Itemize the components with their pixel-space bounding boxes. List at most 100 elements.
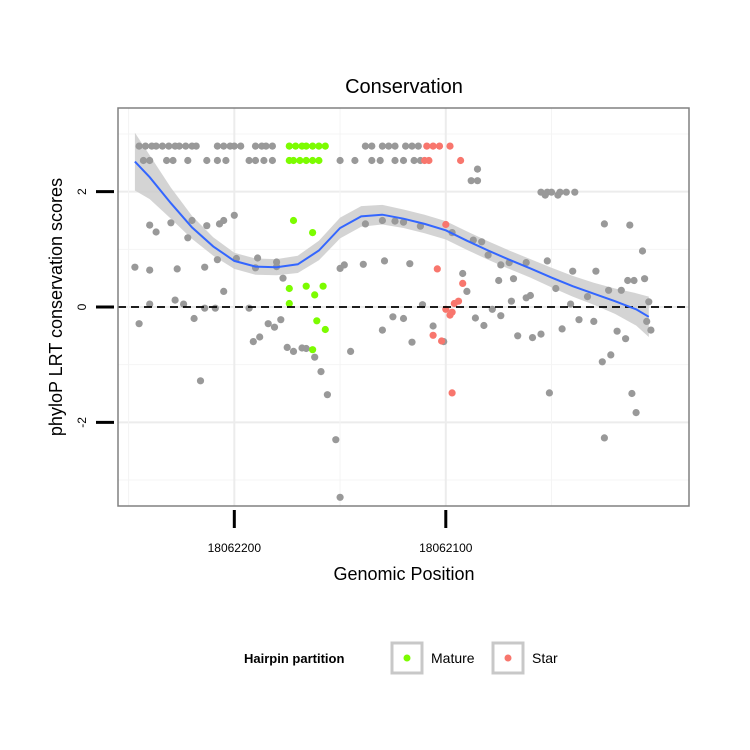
point-other [323, 391, 331, 399]
point-other [311, 353, 319, 361]
legend-title: Hairpin partition [244, 651, 344, 666]
x-tick-label: 18062200 [208, 541, 262, 555]
point-other [624, 276, 632, 285]
point-other [213, 256, 221, 264]
point-mature [292, 142, 300, 150]
point-other [215, 220, 224, 228]
point-other [543, 257, 551, 265]
point-mature [309, 229, 317, 237]
point-other [459, 269, 467, 278]
legend-dot-mature [403, 654, 411, 662]
point-other [336, 156, 344, 165]
point-other [220, 287, 228, 295]
point-other [378, 142, 386, 150]
point-mature [309, 156, 317, 165]
point-other [632, 409, 640, 417]
point-other [131, 263, 139, 271]
point-other [522, 259, 530, 267]
point-other [332, 436, 340, 444]
chart-title: Conservation [345, 76, 463, 98]
point-other [277, 316, 285, 324]
point-other [201, 304, 209, 312]
point-other [283, 343, 291, 351]
point-other [201, 263, 209, 271]
point-other [359, 260, 367, 268]
legend-dot-star [504, 654, 512, 662]
point-other [173, 265, 181, 273]
legend-label-mature: Mature [431, 650, 475, 666]
point-other [406, 260, 414, 268]
point-other [245, 304, 253, 312]
point-other [473, 165, 482, 173]
y-tick-label: 0 [75, 303, 89, 310]
point-other [230, 142, 238, 150]
point-other [251, 142, 260, 150]
point-other [220, 142, 228, 150]
legend: Hairpin partition Mature Star [244, 641, 558, 675]
smooth-trend-line [134, 160, 650, 318]
point-other [146, 300, 154, 308]
point-mature [285, 142, 293, 150]
point-other [605, 286, 613, 294]
point-star [429, 142, 437, 150]
point-other [249, 338, 257, 346]
point-other [429, 322, 437, 330]
point-other [607, 351, 615, 359]
point-other [361, 142, 369, 150]
point-mature [313, 317, 321, 325]
point-star [442, 220, 450, 229]
point-other [251, 156, 260, 165]
point-other [569, 267, 577, 275]
point-mature [315, 142, 323, 150]
point-other [152, 228, 160, 236]
point-other [471, 314, 479, 322]
point-other [626, 221, 634, 229]
point-other [630, 276, 638, 285]
point-other [554, 191, 562, 199]
point-star [425, 156, 433, 165]
point-other [376, 156, 384, 165]
point-other [385, 142, 393, 150]
data-points [131, 142, 655, 501]
point-other [190, 314, 198, 323]
point-star [450, 299, 458, 308]
point-other [480, 321, 488, 330]
point-other [391, 217, 399, 225]
point-other [567, 300, 575, 308]
point-other [507, 297, 515, 305]
y-axis-label: phyloP LRT conservation scores [46, 178, 66, 436]
point-other [410, 156, 418, 165]
point-mature [285, 299, 293, 308]
point-other [645, 298, 653, 306]
point-other [552, 284, 560, 293]
point-other [211, 304, 219, 312]
point-mature [285, 284, 293, 293]
point-mature [302, 282, 310, 290]
point-other [135, 320, 143, 328]
point-other [139, 156, 147, 165]
point-other [598, 358, 606, 366]
point-mature [319, 282, 327, 290]
axis-ticks: -2 0 2 18062200 18062100 [75, 188, 473, 555]
point-other [391, 142, 399, 150]
point-other [571, 188, 579, 196]
point-other [351, 156, 359, 165]
point-other [175, 142, 183, 150]
point-other [302, 344, 310, 353]
legend-label-star: Star [532, 650, 558, 666]
point-other [317, 368, 325, 376]
point-other [558, 325, 566, 333]
point-other [526, 291, 535, 300]
point-other [222, 156, 230, 165]
point-other [135, 142, 143, 150]
point-other [167, 219, 175, 227]
point-other [184, 234, 192, 242]
point-other [600, 434, 609, 442]
point-other [256, 333, 264, 341]
point-star [433, 265, 441, 273]
point-mature [302, 142, 310, 150]
point-other [514, 332, 522, 340]
point-other [203, 156, 211, 165]
point-mature [311, 291, 319, 299]
point-other [399, 314, 408, 323]
